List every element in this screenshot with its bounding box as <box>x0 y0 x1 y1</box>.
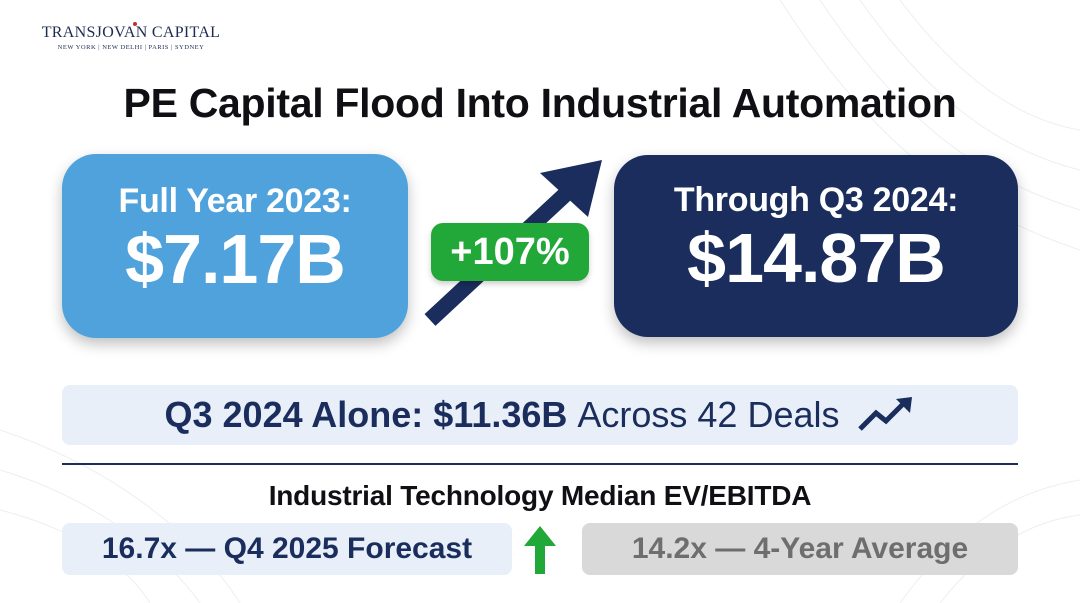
page-title: PE Capital Flood Into Industrial Automat… <box>123 80 957 126</box>
logo-locations: NEW YORK | NEW DELHI | PARIS | SYDNEY <box>57 44 205 51</box>
q3-summary-deals: Across 42 Deals <box>577 394 840 435</box>
average-pill: 14.2x — 4-Year Average <box>582 523 1018 575</box>
ev-ebitda-heading: Industrial Technology Median EV/EBITDA <box>268 480 812 511</box>
arrow-up-icon <box>524 526 556 574</box>
through-q3-2024-value: $14.87B <box>687 219 946 297</box>
forecast-pill: 16.7x — Q4 2025 Forecast <box>62 523 512 575</box>
q3-summary-bar: Q3 2024 Alone: $11.36B Across 42 Deals <box>62 385 1018 445</box>
through-q3-2024-label: Through Q3 2024: <box>673 181 959 219</box>
section-divider <box>62 463 1018 465</box>
logo-dot <box>132 22 137 26</box>
full-year-2023-value: $7.17B <box>125 220 346 298</box>
company-logo: TRANSJOVAN CAPITAL NEW YORK | NEW DELHI … <box>36 22 226 51</box>
through-q3-2024-card: Through Q3 2024: $14.87B <box>614 155 1018 337</box>
full-year-2023-label: Full Year 2023: <box>118 182 352 220</box>
q3-summary-highlight: Q3 2024 Alone: $11.36B <box>164 394 568 435</box>
logo-name: TRANSJOVAN CAPITAL <box>41 22 221 41</box>
full-year-2023-card: Full Year 2023: $7.17B <box>62 154 408 338</box>
growth-badge: +107% <box>431 223 589 281</box>
trend-up-icon <box>857 397 912 431</box>
